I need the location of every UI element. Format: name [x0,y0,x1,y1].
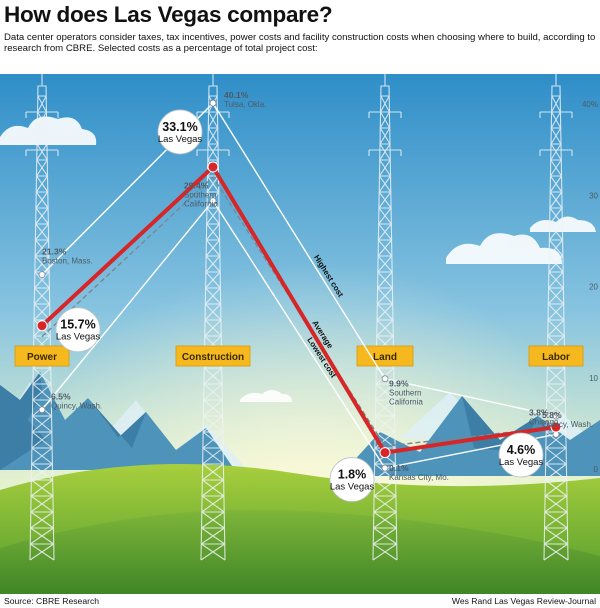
point-place-label: Southern [389,389,421,398]
source-note: Source: CBRE Research [4,596,100,606]
category-label-labor: Labor [542,352,570,363]
bubble-circle [329,457,375,502]
data-point [209,197,217,205]
point-place-label: Boston, Mass. [42,257,93,266]
y-tick-label: 0 [594,465,599,474]
bubble-circle [55,307,101,353]
point-place-label: Quincy, Wash. [542,420,593,429]
point-value-label: 3.8% [529,407,549,417]
point-place-label: California [184,200,218,209]
las-vegas-point [379,447,391,459]
las-vegas-value: 15.7% [60,318,95,332]
category-labels: Power Construction Land Labor [14,345,584,367]
las-vegas-point [36,320,48,332]
category-box [356,345,414,367]
las-vegas-value: 4.6% [507,443,536,457]
data-point [552,412,560,420]
point-value-label: 29.4% [184,181,209,191]
intro-text: Data center operators consider taxes, ta… [4,32,596,54]
category-label-construction: Construction [182,352,244,363]
point-labels: 21.3%Boston, Mass.40.1%Tulsa, Okla.9.9%S… [42,90,593,482]
data-point [381,375,389,383]
las-vegas-value: 33.1% [162,120,197,134]
point-place-label: Chicago [529,417,559,426]
las-vegas-value: 1.8% [338,468,367,482]
las-vegas-bubble: 1.8%Las Vegas [329,457,375,502]
y-tick-label: 10 [589,374,598,383]
category-box [175,345,251,367]
data-point [209,99,217,107]
data-point [38,406,46,414]
category-label-land: Land [373,352,397,363]
point-value-label: 0.1% [389,463,409,473]
credit-note: Wes Rand Las Vegas Review-Journal [451,596,596,606]
mountain-range-left [0,372,258,470]
y-tick-label: 20 [589,283,598,292]
point-value-label: 40.1% [224,90,249,100]
las-vegas-bubble: 4.6%Las Vegas [498,432,544,478]
las-vegas-bubble: 33.1%Las Vegas [157,109,203,155]
category-box [14,345,70,367]
las-vegas-bubble: 15.7%Las Vegas [55,307,101,353]
y-axis-ticks: 0 10 20 30 40% [582,100,599,474]
power-tower-4 [539,74,573,561]
y-tick-label: 40% [582,100,598,109]
power-tower-3 [368,74,402,561]
data-point [381,464,389,472]
y-tick-label: 30 [589,191,598,200]
data-point [38,271,46,279]
las-vegas-label: Las Vegas [56,332,101,343]
series-lines [36,99,562,472]
page-title: How does Las Vegas compare? [4,2,333,27]
landscape-background [0,74,600,594]
series-line-highest [41,102,557,417]
las-vegas-label: Las Vegas [499,457,544,468]
las-vegas-point [207,161,219,173]
category-box [528,345,584,367]
power-towers [25,74,573,561]
category-label-power: Power [27,352,57,363]
point-value-label: 5.8% [542,410,562,420]
hill-front [0,509,600,594]
power-tower-1 [25,74,59,561]
point-place-label: Southern [184,191,216,200]
bubble-circle [157,109,203,155]
point-place-label: Tulsa, Okla. [224,100,266,109]
las-vegas-label: Las Vegas [158,134,203,145]
series-line-lowest [41,199,557,469]
point-value-label: 9.9% [389,379,409,389]
point-place-label: Quincy, Wash. [51,402,102,411]
las-vegas-label: Las Vegas [330,482,375,493]
point-value-label: 21.3% [42,247,67,257]
las-vegas-point [550,421,562,433]
series-line-las-vegas [40,165,557,455]
bubble-circle [498,432,544,478]
point-place-label: Kansas City, Mo. [389,473,449,482]
point-value-label: 6.5% [51,392,71,402]
point-place-label: California [389,398,423,407]
